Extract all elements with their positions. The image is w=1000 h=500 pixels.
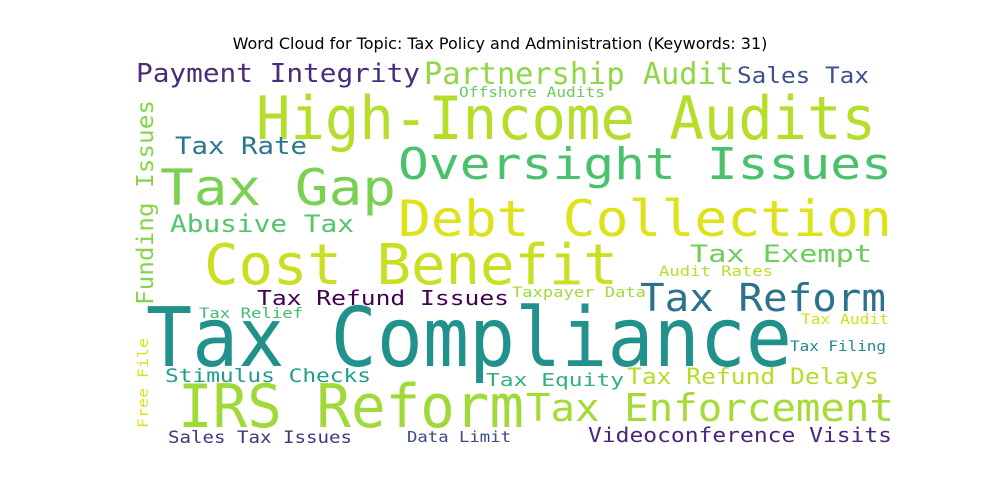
word-tax-refund-issues: Tax Refund Issues [257,286,509,310]
word-funding-issues: Funding Issues [133,100,159,305]
word-debt-collection: Debt Collection [398,190,892,248]
word-tax-equity: Tax Equity [486,370,624,391]
word-taxpayer-data: Taxpayer Data [512,285,646,301]
word-tax-relief: Tax Relief [199,306,303,322]
word-tax-refund-delays: Tax Refund Delays [627,365,879,390]
word-tax-audit: Tax Audit [801,312,889,328]
word-abusive-tax: Abusive Tax [170,210,354,238]
word-free-file: Free File [136,338,152,428]
word-tax-enforcement: Tax Enforcement [526,386,894,430]
word-tax-gap: Tax Gap [160,159,396,217]
word-cost-benefit: Cost Benefit [204,233,618,298]
word-tax-reform: Tax Reform [640,276,886,320]
word-tax-compliance: Tax Compliance [146,291,792,386]
word-tax-rate: Tax Rate [175,132,307,160]
word-payment-integrity: Payment Integrity [136,59,420,89]
word-irs-reform: IRS Reform [178,372,524,442]
word-stimulus-checks: Stimulus Checks [165,365,371,387]
word-sales-tax: Sales Tax [737,64,869,89]
word-tax-filing: Tax Filing [790,339,886,355]
word-data-limit: Data Limit [407,428,511,446]
word-offshore-audits: Offshore Audits [459,85,605,101]
word-oversight-issues: Oversight Issues [398,139,892,190]
word-high-income-audits: High-Income Audits [256,84,876,154]
word-audit-rates: Audit Rates [659,264,773,280]
word-partnership-audit: Partnership Audit [424,57,734,92]
word-videoconference-visits: Videoconference Visits [588,423,892,447]
chart-title: Word Cloud for Topic: Tax Policy and Adm… [232,34,768,53]
word-tax-exempt: Tax Exempt [690,240,872,268]
word-sales-tax-issues: Sales Tax Issues [168,428,352,448]
